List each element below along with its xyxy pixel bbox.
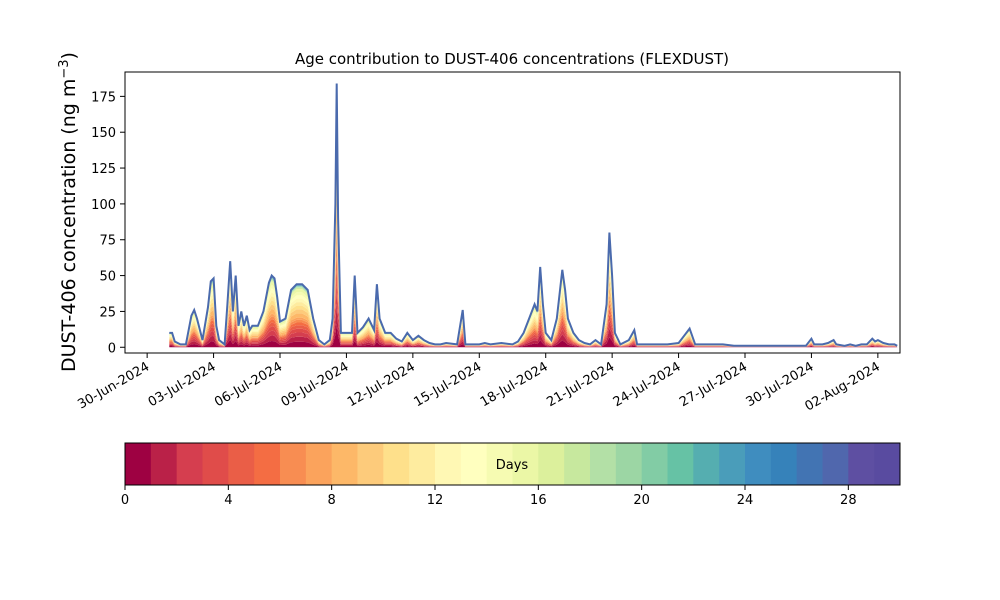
colorbar-segment: [822, 443, 849, 485]
x-tick-label: 15-Jul-2024: [411, 359, 484, 410]
x-axis: 30-Jun-202403-Jul-202406-Jul-202409-Jul-…: [75, 353, 883, 415]
age-band-area: [169, 303, 898, 348]
x-tick-label: 09-Jul-2024: [279, 359, 352, 410]
colorbar-segment: [848, 443, 875, 485]
x-tick-label: 02-Aug-2024: [803, 359, 883, 414]
colorbar-segment: [460, 443, 488, 485]
colorbar-segment: [615, 443, 643, 485]
colorbar-tick-label: 16: [530, 493, 547, 508]
y-axis-label: DUST-406 concentration (ng m−3): [57, 52, 80, 372]
x-tick-label: 06-Jul-2024: [212, 359, 285, 410]
y-tick-label: 100: [91, 198, 116, 213]
age-band-area: [169, 269, 898, 347]
colorbar-segment: [719, 443, 746, 485]
colorbar-segment: [564, 443, 591, 485]
colorbar-segment: [693, 443, 720, 485]
colorbar-segment: [176, 443, 203, 485]
colorbar-segment: [770, 443, 798, 485]
colorbar-segment: [383, 443, 410, 485]
colorbar-segment: [125, 443, 152, 485]
colorbar-tick-label: 12: [427, 493, 444, 508]
colorbar-segment: [874, 443, 901, 485]
colorbar-segment: [280, 443, 307, 485]
colorbar-segment: [331, 443, 358, 485]
x-tick-label: 27-Jul-2024: [677, 359, 750, 410]
colorbar-segment: [796, 443, 823, 485]
colorbar-segment: [409, 443, 436, 485]
y-tick-label: 0: [108, 341, 116, 356]
colorbar-segment: [357, 443, 384, 485]
colorbar-segment: [305, 443, 333, 485]
colorbar-segment: [202, 443, 229, 485]
x-tick-label: 30-Jun-2024: [75, 359, 152, 412]
colorbar-tick-label: 24: [737, 493, 754, 508]
plot-area: [124, 71, 901, 354]
colorbar-segment: [435, 443, 462, 485]
colorbar-segment: [228, 443, 255, 485]
colorbar-tick-label: 8: [328, 493, 336, 508]
colorbar-tick-label: 0: [121, 493, 129, 508]
colorbar-segment: [667, 443, 694, 485]
colorbar-segment: [486, 443, 513, 485]
series-line-total: [169, 83, 898, 347]
y-tick-label: 75: [99, 234, 116, 249]
y-axis: 0 25 50 75 100 125 150 175: [91, 90, 125, 356]
y-tick-label: 175: [91, 90, 116, 105]
colorbar-segment: [150, 443, 178, 485]
colorbar-tick-label: 4: [224, 493, 232, 508]
colorbar-segment: [254, 443, 281, 485]
colorbar-segment: [590, 443, 617, 485]
chart-title: Age contribution to DUST-406 concentrati…: [295, 50, 729, 68]
colorbar-segment: [745, 443, 772, 485]
x-tick-label: 12-Jul-2024: [345, 359, 418, 410]
colorbar-tick-label: 28: [840, 493, 857, 508]
age-band-area: [169, 285, 898, 347]
colorbar: 0 4 8 12 16 20 24 28: [121, 442, 901, 508]
x-tick-label: 18-Jul-2024: [478, 359, 551, 410]
x-tick-label: 03-Jul-2024: [146, 359, 219, 410]
y-tick-label: 25: [99, 305, 116, 320]
age-bands: [169, 83, 898, 348]
colorbar-tick-label: 20: [633, 493, 650, 508]
age-band-area: [169, 324, 898, 348]
colorbar-segment: [512, 443, 539, 485]
colorbar-segment: [538, 443, 565, 485]
colorbar-label: Days: [496, 458, 529, 473]
y-tick-label: 150: [91, 126, 116, 141]
y-tick-label: 125: [91, 162, 116, 177]
x-tick-label: 24-Jul-2024: [611, 359, 684, 410]
colorbar-frame: [124, 442, 901, 486]
y-tick-label: 50: [99, 270, 116, 285]
age-band-area: [169, 255, 898, 347]
x-tick-label: 21-Jul-2024: [544, 359, 617, 410]
colorbar-segment: [641, 443, 668, 485]
